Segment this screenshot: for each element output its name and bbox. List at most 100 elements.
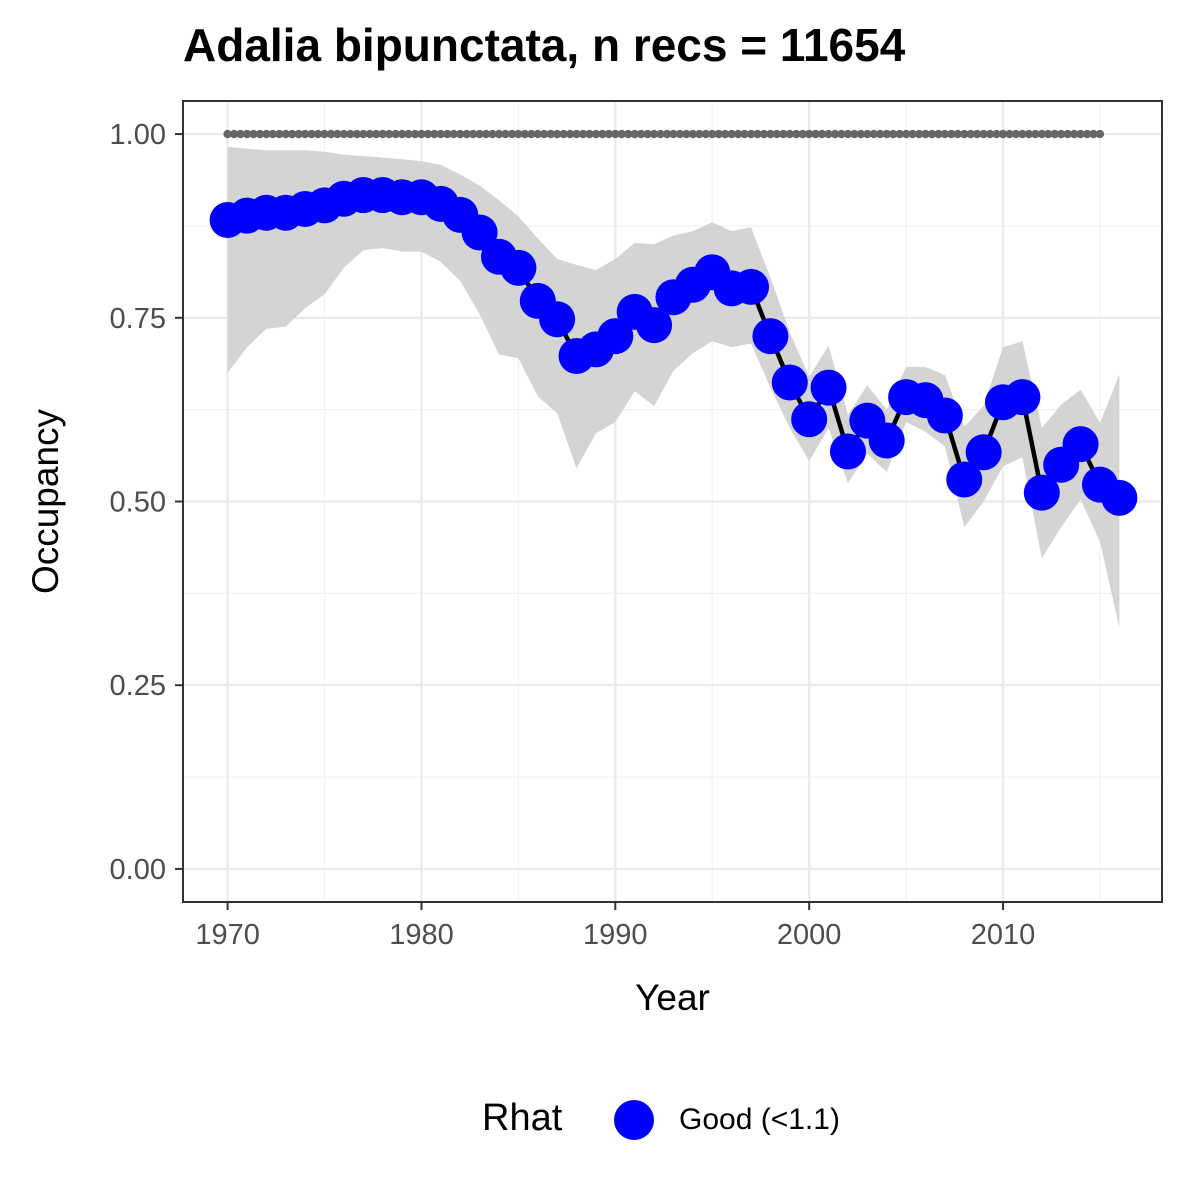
reference-point: [598, 129, 607, 139]
reference-point: [372, 129, 381, 139]
reference-point: [552, 129, 562, 139]
reference-point: [908, 129, 917, 139]
reference-point: [708, 129, 717, 139]
reference-point: [992, 129, 1001, 139]
data-point: [597, 318, 634, 355]
reference-point: [643, 129, 652, 139]
reference-point: [397, 129, 407, 139]
reference-point: [740, 129, 749, 139]
reference-point: [895, 129, 904, 139]
reference-point: [1069, 129, 1079, 139]
reference-point: [546, 129, 555, 139]
reference-point: [914, 129, 924, 139]
reference-point: [856, 129, 866, 139]
reference-point: [1037, 129, 1047, 139]
data-point: [791, 401, 828, 438]
reference-point: [746, 129, 756, 139]
reference-point: [772, 129, 782, 139]
reference-point: [843, 129, 853, 139]
reference-point: [339, 129, 349, 139]
reference-point: [630, 129, 639, 139]
reference-point: [1031, 129, 1040, 139]
reference-point: [701, 129, 710, 139]
reference-point: [462, 129, 471, 139]
reference-point: [876, 129, 885, 139]
data-point: [500, 249, 537, 286]
reference-point: [481, 129, 491, 139]
x-tick-label: 2000: [777, 919, 842, 951]
confidence-band: [227, 146, 1120, 628]
reference-point: [456, 129, 465, 139]
reference-point: [229, 129, 239, 139]
reference-point: [378, 129, 387, 139]
reference-point: [798, 129, 807, 139]
x-tick-label: 1970: [195, 919, 260, 951]
data-point: [1101, 479, 1138, 516]
reference-point: [223, 129, 232, 139]
reference-point: [514, 129, 523, 139]
reference-point: [1056, 129, 1066, 139]
reference-point: [1089, 129, 1098, 139]
legend-key-good: [614, 1100, 654, 1140]
reference-point: [1018, 129, 1027, 139]
reference-point: [236, 129, 245, 139]
reference-point: [307, 129, 316, 139]
reference-point: [1005, 129, 1014, 139]
x-tick-label: 1980: [389, 919, 454, 951]
reference-point: [649, 129, 659, 139]
reference-point: [281, 129, 290, 139]
reference-point: [533, 129, 542, 139]
y-tick-label: 0.50: [110, 487, 166, 519]
reference-point: [882, 129, 891, 139]
reference-point: [578, 129, 588, 139]
reference-point: [656, 129, 665, 139]
data-point: [461, 214, 498, 251]
reference-point: [804, 129, 814, 139]
reference-point: [960, 129, 969, 139]
reference-point: [869, 129, 878, 139]
data-point: [810, 369, 847, 406]
reference-point: [720, 129, 730, 139]
reference-point: [494, 129, 504, 139]
reference-point: [443, 129, 452, 139]
reference-point: [365, 129, 374, 139]
reference-point: [888, 129, 898, 139]
reference-point: [779, 129, 788, 139]
y-tick-label: 0.00: [110, 854, 166, 886]
reference-point: [624, 129, 633, 139]
reference-point: [1050, 129, 1059, 139]
reference-point: [953, 129, 962, 139]
reference-point: [934, 129, 943, 139]
reference-point: [727, 129, 736, 139]
reference-point: [636, 129, 646, 139]
reference-point: [300, 129, 310, 139]
reference-point: [520, 129, 530, 139]
reference-point: [1063, 129, 1072, 139]
reference-point: [850, 129, 859, 139]
reference-point: [488, 129, 497, 139]
reference-point: [404, 129, 413, 139]
reference-point: [288, 129, 297, 139]
reference-point: [391, 129, 400, 139]
reference-point: [275, 129, 284, 139]
reference-point: [294, 129, 303, 139]
reference-point: [966, 129, 975, 139]
reference-point: [384, 129, 394, 139]
confidence-ribbon: [227, 146, 1120, 628]
y-tick-label: 0.25: [110, 670, 166, 702]
reference-point: [255, 129, 265, 139]
reference-point: [242, 129, 252, 139]
reference-point: [979, 129, 988, 139]
reference-point: [468, 129, 478, 139]
reference-point: [695, 129, 704, 139]
data-point: [868, 422, 905, 459]
reference-point: [262, 129, 271, 139]
reference-point: [540, 129, 549, 139]
reference-point: [811, 129, 820, 139]
data-point: [946, 461, 983, 498]
data-point: [771, 364, 808, 401]
data-points: [209, 177, 1138, 516]
reference-point: [268, 129, 278, 139]
data-point: [733, 268, 770, 305]
